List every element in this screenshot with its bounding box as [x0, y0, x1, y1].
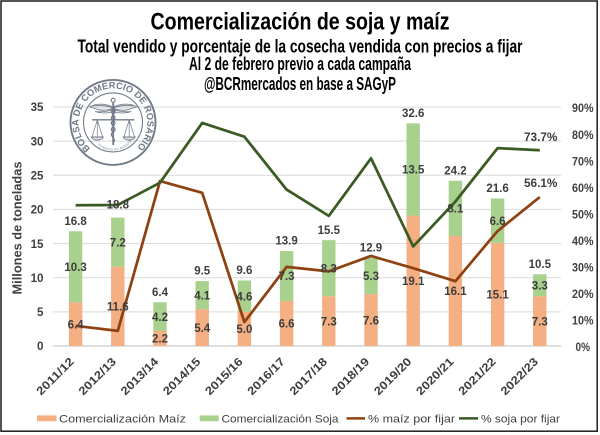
svg-text:11.6: 11.6: [107, 302, 129, 314]
svg-text:21.6: 21.6: [486, 183, 508, 195]
svg-text:8.3: 8.3: [321, 263, 337, 275]
svg-text:Total vendido y porcentaje de: Total vendido y porcentaje de la cosecha…: [78, 36, 523, 56]
svg-text:7.3: 7.3: [279, 271, 295, 283]
svg-text:7.6: 7.6: [363, 315, 379, 327]
svg-text:80%: 80%: [572, 129, 594, 142]
svg-text:@BCRmercados en base a SAGyP: @BCRmercados en base a SAGyP: [204, 74, 396, 94]
svg-text:12.9: 12.9: [360, 243, 382, 255]
svg-text:25: 25: [31, 170, 44, 183]
svg-text:7.3: 7.3: [321, 316, 337, 328]
svg-text:Comercialización Soja: Comercialización Soja: [222, 413, 340, 425]
svg-text:73.7%: 73.7%: [524, 130, 558, 144]
svg-text:40%: 40%: [572, 235, 594, 248]
svg-text:6.6: 6.6: [490, 216, 506, 228]
svg-text:10%: 10%: [572, 315, 594, 328]
svg-text:16.8: 16.8: [64, 216, 87, 228]
svg-text:20%: 20%: [572, 288, 594, 301]
svg-text:60%: 60%: [572, 182, 594, 195]
svg-text:4.1: 4.1: [194, 290, 211, 302]
svg-text:Al 2 de febrero previo a cada: Al 2 de febrero previo a cada campaña: [189, 54, 412, 74]
svg-text:32.6: 32.6: [402, 108, 424, 120]
svg-text:4.2: 4.2: [152, 312, 168, 324]
svg-text:13.5: 13.5: [402, 165, 425, 177]
svg-text:0: 0: [37, 340, 43, 353]
svg-text:20: 20: [31, 204, 44, 217]
svg-text:6.4: 6.4: [152, 287, 169, 299]
svg-text:30%: 30%: [572, 262, 594, 275]
svg-text:70%: 70%: [572, 155, 594, 168]
svg-text:5: 5: [37, 306, 44, 319]
svg-text:15.1: 15.1: [486, 290, 509, 302]
svg-text:15: 15: [31, 238, 44, 251]
svg-text:Comercialización Maíz: Comercialización Maíz: [59, 413, 186, 425]
svg-text:4.6: 4.6: [236, 291, 252, 303]
svg-text:5.3: 5.3: [363, 271, 379, 283]
svg-text:10.3: 10.3: [64, 262, 86, 274]
svg-text:50%: 50%: [572, 208, 594, 221]
svg-text:% soja por fijar: % soja por fijar: [481, 413, 560, 425]
svg-text:0%: 0%: [576, 341, 591, 354]
svg-text:90%: 90%: [572, 102, 594, 115]
svg-text:18.8: 18.8: [107, 200, 130, 212]
svg-text:7.3: 7.3: [532, 316, 548, 328]
svg-text:3.3: 3.3: [532, 280, 548, 292]
svg-text:10.5: 10.5: [529, 259, 552, 271]
svg-text:8.1: 8.1: [447, 204, 464, 216]
svg-text:9.5: 9.5: [194, 266, 211, 278]
svg-text:% maíz por fijar: % maíz por fijar: [368, 413, 455, 425]
svg-text:7.2: 7.2: [110, 237, 126, 249]
svg-text:30: 30: [31, 135, 44, 148]
svg-text:Millones de toneladas: Millones de toneladas: [10, 162, 25, 295]
svg-text:56.1%: 56.1%: [524, 176, 558, 190]
svg-text:5.0: 5.0: [236, 324, 252, 336]
svg-text:13.9: 13.9: [275, 236, 297, 248]
svg-text:2.2: 2.2: [152, 334, 168, 346]
svg-text:6.4: 6.4: [68, 319, 85, 331]
svg-text:35: 35: [31, 101, 44, 114]
svg-text:Comercialización de soja y maí: Comercialización de soja y maíz: [151, 9, 450, 36]
svg-text:5.4: 5.4: [194, 323, 211, 335]
svg-text:6.6: 6.6: [279, 319, 295, 331]
svg-text:24.2: 24.2: [444, 165, 466, 177]
svg-text:16.1: 16.1: [444, 286, 467, 298]
svg-text:19.1: 19.1: [402, 276, 425, 288]
svg-text:10: 10: [31, 272, 44, 285]
svg-text:15.5: 15.5: [318, 225, 341, 237]
svg-text:9.6: 9.6: [236, 265, 252, 277]
